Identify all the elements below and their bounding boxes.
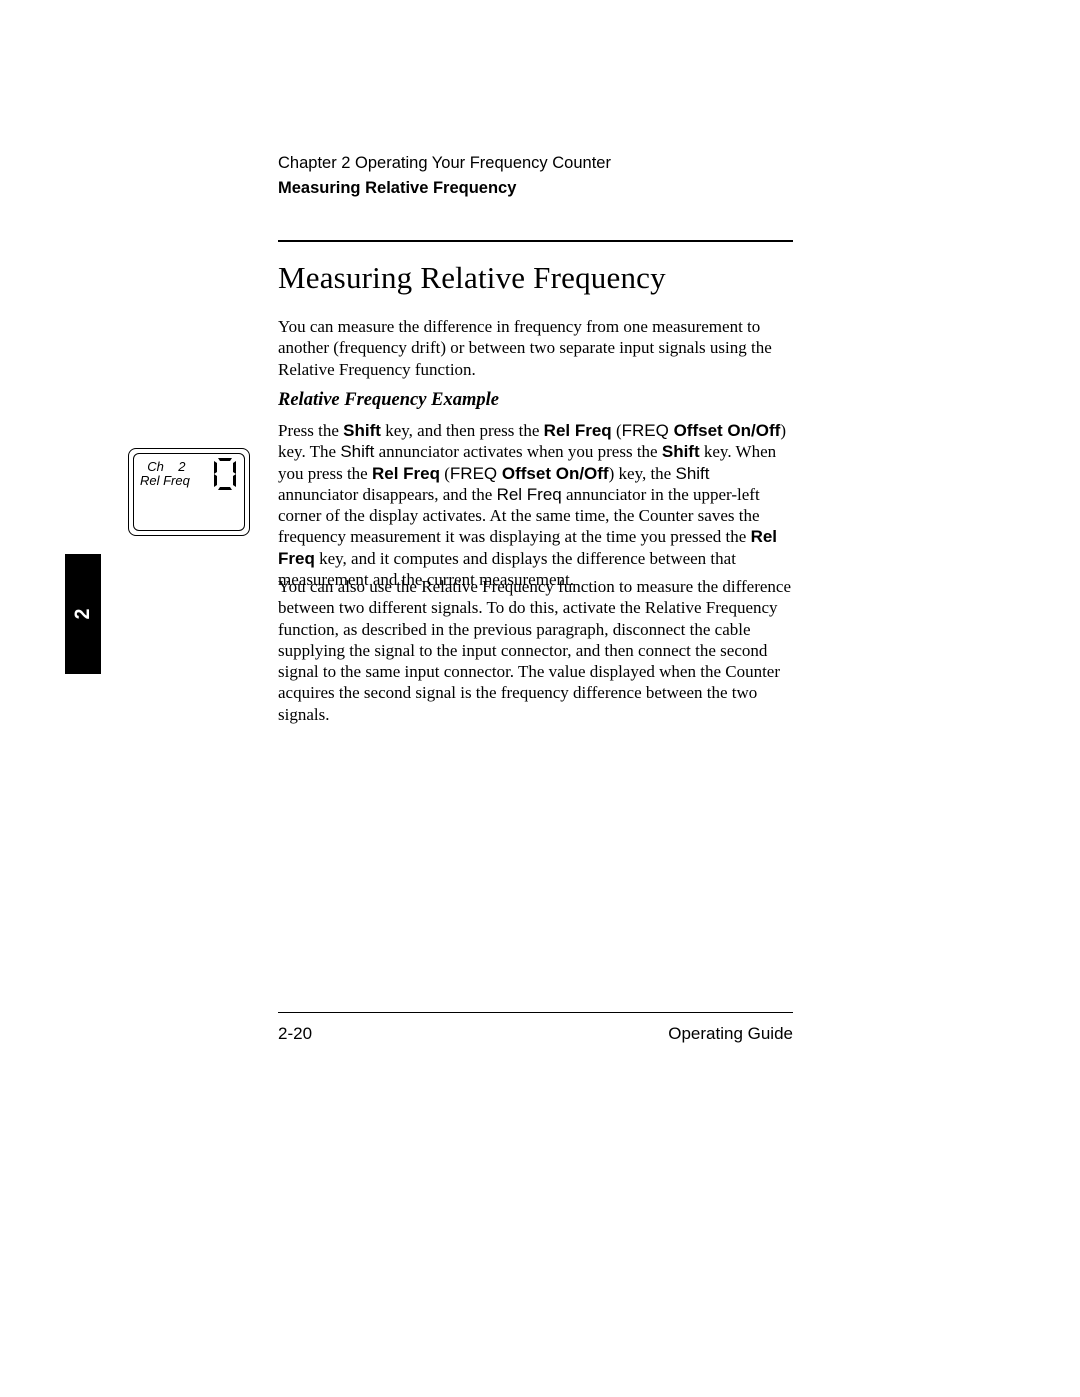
header-chapter: Chapter 2 Operating Your Frequency Count… (278, 154, 793, 173)
footer-guide-name: Operating Guide (668, 1024, 793, 1044)
annunciator-rel-freq: Rel Freq (497, 485, 562, 504)
text: annunciator activates when you press the (374, 442, 662, 461)
paragraph-1: Press the Shift key, and then press the … (278, 420, 793, 590)
chapter-tab-number: 2 (71, 609, 95, 620)
top-rule (278, 240, 793, 242)
text: Press the (278, 421, 343, 440)
text: ) key, the (609, 464, 676, 483)
text: key, and then press the (381, 421, 544, 440)
key-freq: FREQ (622, 421, 669, 440)
key-rel-freq: Rel Freq (544, 421, 612, 440)
section-title: Measuring Relative Frequency (278, 260, 666, 296)
lcd-line-2: Rel Freq (140, 473, 190, 488)
annunciator-shift: Shift (340, 442, 374, 461)
chapter-tab: 2 (65, 554, 101, 674)
key-offset: Offset On/Off (497, 464, 608, 483)
bottom-rule (278, 1012, 793, 1013)
lcd-text: Ch 2 Rel Freq (140, 460, 190, 489)
page-number: 2-20 (278, 1024, 312, 1044)
paragraph-2: You can also use the Relative Frequency … (278, 576, 793, 725)
text: ( (612, 421, 622, 440)
intro-paragraph: You can measure the difference in freque… (278, 316, 793, 380)
key-shift: Shift (343, 421, 381, 440)
example-subheading: Relative Frequency Example (278, 390, 499, 411)
lcd-illustration: Ch 2 Rel Freq (128, 448, 250, 536)
seven-segment-zero-icon (214, 458, 236, 490)
key-offset: Offset On/Off (669, 421, 780, 440)
page: Chapter 2 Operating Your Frequency Count… (0, 0, 1080, 1397)
key-freq: FREQ (450, 464, 497, 483)
key-rel-freq: Rel Freq (372, 464, 440, 483)
text: annunciator disappears, and the (278, 485, 497, 504)
annunciator-shift: Shift (675, 464, 709, 483)
lcd-line-1: Ch 2 (140, 459, 186, 474)
running-header: Chapter 2 Operating Your Frequency Count… (278, 154, 793, 198)
key-shift: Shift (662, 442, 700, 461)
text: ( (440, 464, 450, 483)
header-section: Measuring Relative Frequency (278, 179, 793, 198)
